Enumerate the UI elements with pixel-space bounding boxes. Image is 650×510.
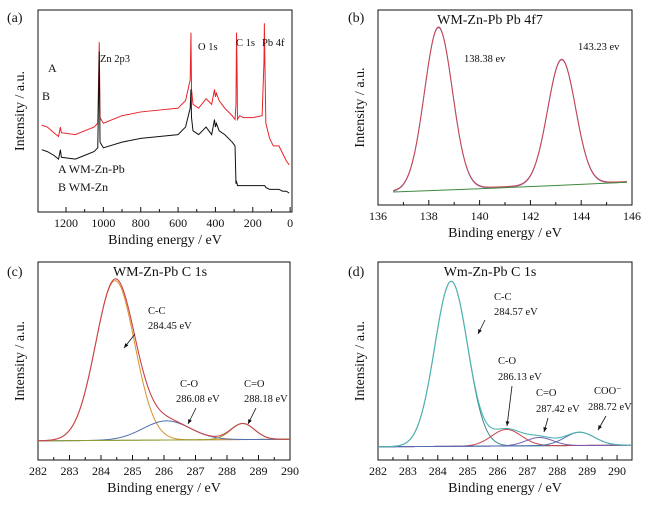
x-tick-label: 146 bbox=[623, 209, 641, 223]
peak-label: Pb 4f bbox=[262, 38, 285, 49]
leader-arrowhead bbox=[598, 425, 602, 430]
x-tick-label: 285 bbox=[124, 464, 142, 478]
peak-value-label: 286.13 eV bbox=[498, 372, 542, 383]
peak-value-label: 288.18 eV bbox=[244, 394, 288, 405]
y-axis-label: Intensity / a.u. bbox=[353, 67, 368, 147]
peak-label: 143.23 ev bbox=[578, 42, 620, 53]
x-tick-label: 400 bbox=[206, 216, 224, 230]
x-tick-label: 288 bbox=[548, 464, 566, 478]
leader-arrowhead bbox=[543, 427, 548, 432]
x-axis-label: Binding energy / eV bbox=[108, 233, 222, 248]
component-C-O bbox=[378, 428, 632, 448]
series-line-B bbox=[41, 51, 290, 194]
x-tick-label: 286 bbox=[155, 464, 173, 478]
legend-entry: B WM-Zn bbox=[58, 180, 108, 194]
x-tick-label: 288 bbox=[218, 464, 236, 478]
plot-frame bbox=[37, 261, 291, 461]
x-axis-label: Binding energy / eV bbox=[448, 226, 562, 241]
panel-a: 1200 1000 800 600 400 200 0 Binding energy / eV… bbox=[7, 9, 293, 248]
x-tick-label: 200 bbox=[244, 216, 262, 230]
x-tick-label: 286 bbox=[489, 464, 507, 478]
x-tick-label: 136 bbox=[369, 209, 387, 223]
x-tick-label: 285 bbox=[459, 464, 477, 478]
peak-name-label: C-O bbox=[180, 379, 199, 390]
x-tick-label: 289 bbox=[250, 464, 268, 478]
envelope-line bbox=[378, 280, 632, 448]
x-tick-label: 290 bbox=[608, 464, 626, 478]
chart-title: WM-Zn-Pb Pb 4f7 bbox=[437, 13, 543, 28]
leader-arrowhead bbox=[248, 419, 252, 424]
x-tick-label: 1200 bbox=[54, 216, 78, 230]
panel-letter: (d) bbox=[348, 265, 365, 280]
x-tick-label: 142 bbox=[521, 209, 539, 223]
component-C-O bbox=[37, 420, 291, 442]
leader-arrowhead bbox=[188, 419, 192, 424]
x-tick-label: 284 bbox=[92, 464, 110, 478]
peak-value-label: 286.08 eV bbox=[176, 394, 220, 405]
panel-d: 282 283 284 285 286 287 288 289 290 Binding energ… bbox=[348, 261, 633, 496]
leader-arrowhead bbox=[505, 421, 510, 426]
chart-title: WM-Zn-Pb C 1s bbox=[113, 265, 207, 280]
component-C=O bbox=[37, 423, 290, 442]
x-axis-label: Binding energy / eV bbox=[448, 481, 562, 496]
x-tick-label: 287 bbox=[518, 464, 536, 478]
peak-name-label: C=O bbox=[536, 388, 557, 399]
peak-label: O 1s bbox=[198, 42, 218, 53]
x-tick-label: 289 bbox=[578, 464, 596, 478]
peak-value-label: 288.72 eV bbox=[588, 402, 632, 413]
peak-label: C 1s bbox=[236, 38, 255, 49]
peak-value-label: 284.45 eV bbox=[148, 321, 192, 332]
peak-label: 138.38 ev bbox=[464, 54, 506, 65]
x-tick-label: 282 bbox=[369, 464, 387, 478]
peak-name-label: C-C bbox=[494, 292, 512, 303]
x-axis-label: Binding energy / eV bbox=[107, 481, 221, 496]
series-line-A bbox=[41, 23, 290, 166]
peak-label: Zn 2p3 bbox=[100, 54, 130, 65]
leader-line bbox=[506, 385, 513, 427]
x-tick-label: 287 bbox=[187, 464, 205, 478]
y-axis-label: Intensity / a.u. bbox=[353, 321, 368, 401]
peak-value-label: 287.42 eV bbox=[536, 404, 580, 415]
plot-frame bbox=[377, 261, 633, 461]
legend-entry: A WM-Zn-Pb bbox=[58, 162, 125, 176]
component-COO⁻ bbox=[378, 431, 632, 448]
panel-c: 282 283 284 285 286 287 288 289 290 Binding energ… bbox=[7, 261, 299, 496]
x-tick-label: 138 bbox=[420, 209, 438, 223]
peak-name-label: C-O bbox=[498, 356, 517, 367]
leader-arrowhead bbox=[124, 343, 129, 348]
x-tick-label: 290 bbox=[281, 464, 299, 478]
peak-name-label: C=O bbox=[244, 379, 265, 390]
x-tick-label: 283 bbox=[61, 464, 79, 478]
curve-label-B: B bbox=[42, 89, 50, 103]
envelope-line bbox=[37, 278, 290, 442]
chart-title: Wm-Zn-Pb C 1s bbox=[444, 265, 537, 280]
peak-value-label: 284.57 eV bbox=[494, 307, 538, 318]
panel-letter: (c) bbox=[7, 265, 23, 280]
x-tick-label: 0 bbox=[287, 216, 293, 230]
panel-letter: (a) bbox=[7, 11, 23, 26]
x-tick-label: 284 bbox=[429, 464, 447, 478]
x-tick-label: 144 bbox=[572, 209, 590, 223]
x-tick-label: 282 bbox=[29, 464, 47, 478]
background-line bbox=[393, 181, 627, 193]
plot-frame bbox=[37, 9, 293, 213]
peak-name-label: COO⁻ bbox=[594, 386, 622, 397]
panel-letter: (b) bbox=[348, 11, 365, 26]
y-axis-label: Intensity / a.u. bbox=[13, 321, 28, 401]
x-tick-label: 800 bbox=[132, 216, 150, 230]
x-tick-label: 600 bbox=[169, 216, 187, 230]
component-C=O bbox=[378, 436, 632, 448]
curve-label-A: A bbox=[48, 61, 57, 75]
envelope-line bbox=[393, 26, 627, 191]
x-tick-label: 283 bbox=[399, 464, 417, 478]
leader-arrowhead bbox=[478, 329, 482, 334]
panel-b: 136 138 140 142 144 146 Binding energy / eV Int… bbox=[348, 9, 641, 241]
x-tick-label: 140 bbox=[471, 209, 489, 223]
y-axis-label: Intensity / a.u. bbox=[13, 71, 28, 151]
component-C-C bbox=[37, 280, 291, 442]
peak-name-label: C-C bbox=[148, 306, 166, 317]
x-tick-label: 1000 bbox=[91, 216, 115, 230]
